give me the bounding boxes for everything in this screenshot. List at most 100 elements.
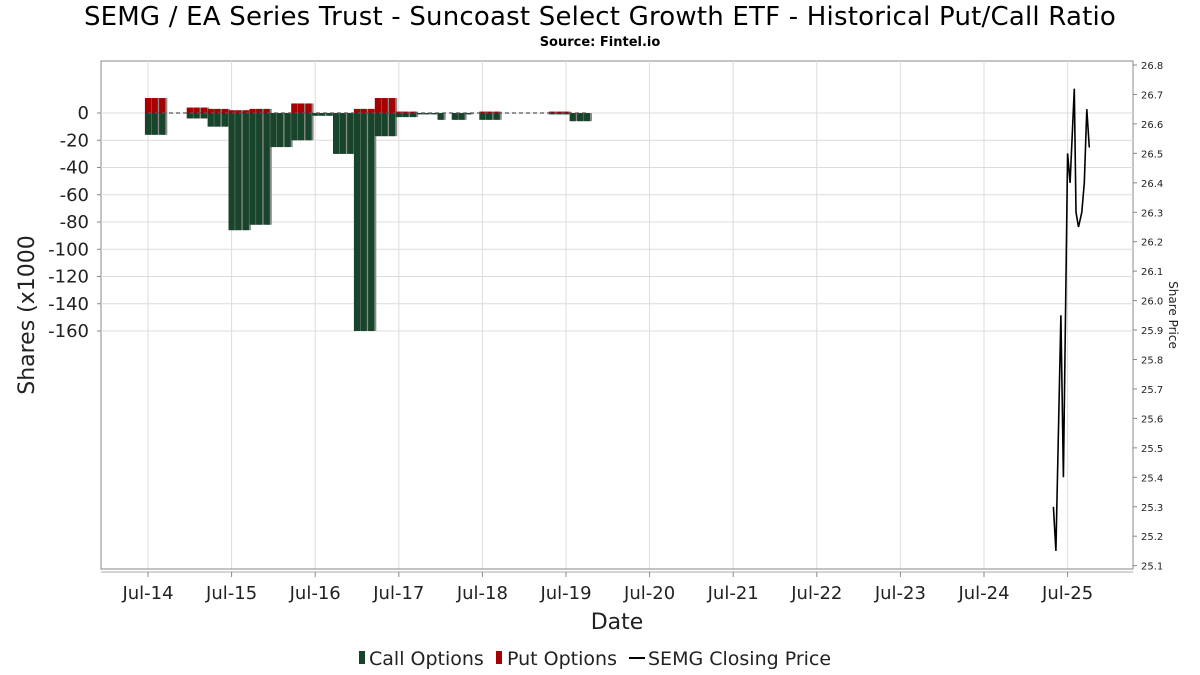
call-bar: [395, 113, 402, 118]
put-bar: [207, 108, 214, 113]
call-bar: [276, 113, 284, 148]
put-bar: [242, 110, 249, 113]
put-bar: [263, 108, 270, 113]
call-bar: [569, 113, 576, 122]
y-tick-label: 0: [78, 103, 89, 124]
put-bar: [221, 108, 229, 113]
put-bar: [360, 108, 367, 113]
call-bar: [562, 113, 570, 115]
call-bar: [291, 113, 298, 141]
call-bar: [409, 113, 417, 118]
call-bar: [297, 113, 305, 141]
call-bar: [270, 113, 277, 148]
x-tick-label: Jul-16: [289, 583, 341, 604]
y2-tick-label: 25.9: [1141, 326, 1163, 337]
put-bar: [235, 110, 242, 113]
y2-tick-label: 26.3: [1141, 208, 1163, 219]
price-line: [1052, 88, 1091, 551]
legend-price-label: SEMG Closing Price: [648, 648, 831, 670]
x-tick-label: Jul-17: [372, 583, 424, 604]
call-bar: [318, 113, 325, 116]
call-bar: [583, 113, 590, 122]
x-tick-label: Jul-22: [790, 583, 842, 604]
y2-tick-label: 26.7: [1141, 90, 1163, 101]
y2-tick-label: 25.6: [1141, 414, 1163, 425]
call-bar: [479, 113, 486, 120]
call-bar: [485, 113, 493, 120]
y-axis-title: Shares (x1000: [15, 235, 40, 395]
y2-tick-label: 25.1: [1141, 562, 1163, 573]
call-bar: [451, 113, 458, 120]
call-bar: [326, 113, 333, 116]
put-bar: [228, 110, 235, 113]
x-tick-label: Jul-18: [456, 583, 508, 604]
x-tick-label: Jul-20: [623, 583, 675, 604]
bar-series: [144, 98, 592, 331]
put-bar: [395, 111, 402, 113]
put-bar: [389, 98, 396, 113]
y-tick-label: -100: [48, 239, 89, 260]
call-bar: [458, 113, 465, 120]
call-bar: [493, 113, 500, 120]
legend-put-label: Put Options: [507, 648, 617, 670]
call-bar: [360, 113, 367, 331]
put-bar: [193, 107, 200, 113]
call-bar: [577, 113, 584, 122]
call-bar: [214, 113, 221, 127]
call-bar: [416, 113, 423, 115]
call-bar: [186, 113, 193, 119]
put-bar: [402, 111, 409, 113]
call-bar: [548, 113, 555, 115]
put-bar: [159, 98, 166, 113]
y2-tick-label: 26.6: [1141, 120, 1163, 131]
y2-tick-label: 25.8: [1141, 356, 1163, 367]
y2-tick-label: 26.8: [1141, 61, 1163, 72]
y-tick-label: -60: [60, 185, 89, 206]
put-bar: [297, 103, 305, 113]
call-bar: [151, 113, 158, 135]
call-bar: [221, 113, 229, 127]
call-bar: [381, 113, 388, 137]
x-tick-label: Jul-14: [121, 583, 173, 604]
put-bar: [556, 111, 563, 113]
legend-call-swatch: [359, 651, 365, 664]
price-polyline: [1052, 88, 1091, 551]
y-tick-label: -20: [60, 130, 89, 151]
call-bar: [284, 113, 291, 148]
call-bar: [249, 113, 256, 225]
x-axis-ticks: Jul-14 Jul-15 Jul-16 Jul-17 Jul-18 Jul-19 Jul-…: [121, 572, 1093, 604]
y-tick-label: -160: [48, 321, 89, 342]
call-bar: [353, 113, 361, 331]
x-tick-label: Jul-24: [957, 583, 1009, 604]
right-axis-ticks: 26.8 26.7 26.6 26.5 26.4 26.3 26.2 26.1 26.0 25.9…: [1133, 61, 1163, 573]
put-bar: [291, 103, 298, 113]
y2-tick-label: 26.4: [1141, 179, 1163, 190]
put-bar: [256, 108, 263, 113]
y2-tick-label: 25.7: [1141, 385, 1163, 396]
put-bar: [479, 111, 486, 113]
put-bar: [548, 111, 555, 113]
put-bar: [485, 111, 493, 113]
legend-call-label: Call Options: [369, 648, 484, 670]
y2-tick-label: 26.0: [1141, 297, 1163, 308]
put-bar: [249, 108, 256, 113]
put-bar: [186, 107, 193, 113]
x-tick-label: Jul-23: [874, 583, 926, 604]
put-bar: [381, 98, 388, 113]
put-bar: [200, 107, 208, 113]
put-bar: [562, 111, 570, 113]
call-bar: [305, 113, 312, 141]
call-bar: [389, 113, 396, 137]
y2-tick-label: 25.4: [1141, 473, 1163, 484]
call-bar: [333, 113, 340, 154]
y-tick-label: -40: [60, 158, 89, 179]
x-tick-label: Jul-15: [205, 583, 257, 604]
put-bar: [368, 108, 375, 113]
call-bar: [374, 113, 381, 137]
call-bar: [144, 113, 152, 135]
call-bar: [402, 113, 409, 118]
x-axis-title: Date: [591, 610, 644, 635]
call-bar: [423, 113, 430, 115]
y2-tick-label: 25.3: [1141, 503, 1163, 514]
